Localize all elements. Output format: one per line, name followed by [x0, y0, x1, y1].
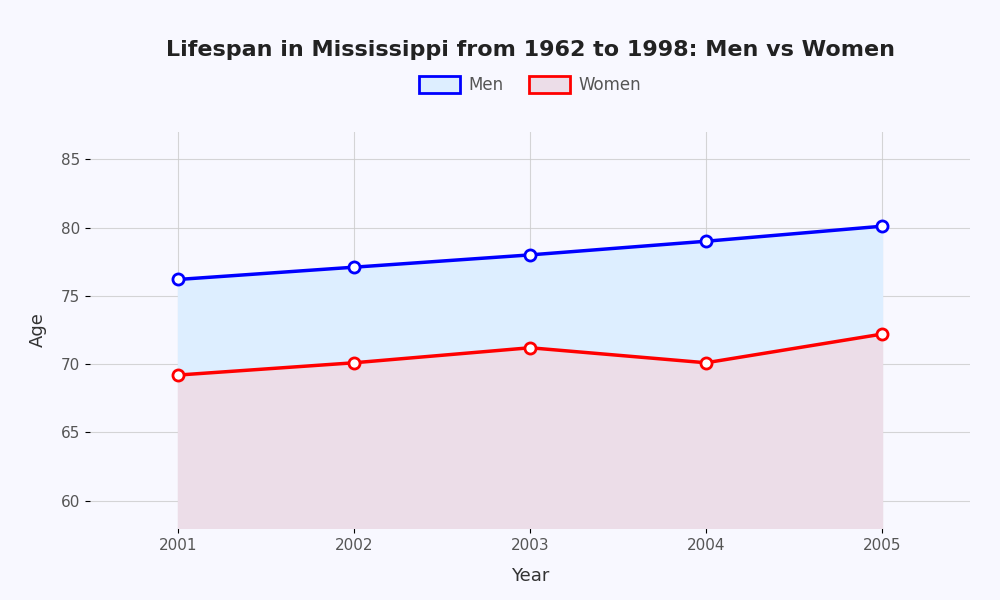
Legend: Men, Women: Men, Women: [412, 69, 648, 101]
Title: Lifespan in Mississippi from 1962 to 1998: Men vs Women: Lifespan in Mississippi from 1962 to 199…: [166, 40, 895, 59]
Y-axis label: Age: Age: [29, 313, 47, 347]
X-axis label: Year: Year: [511, 566, 549, 584]
